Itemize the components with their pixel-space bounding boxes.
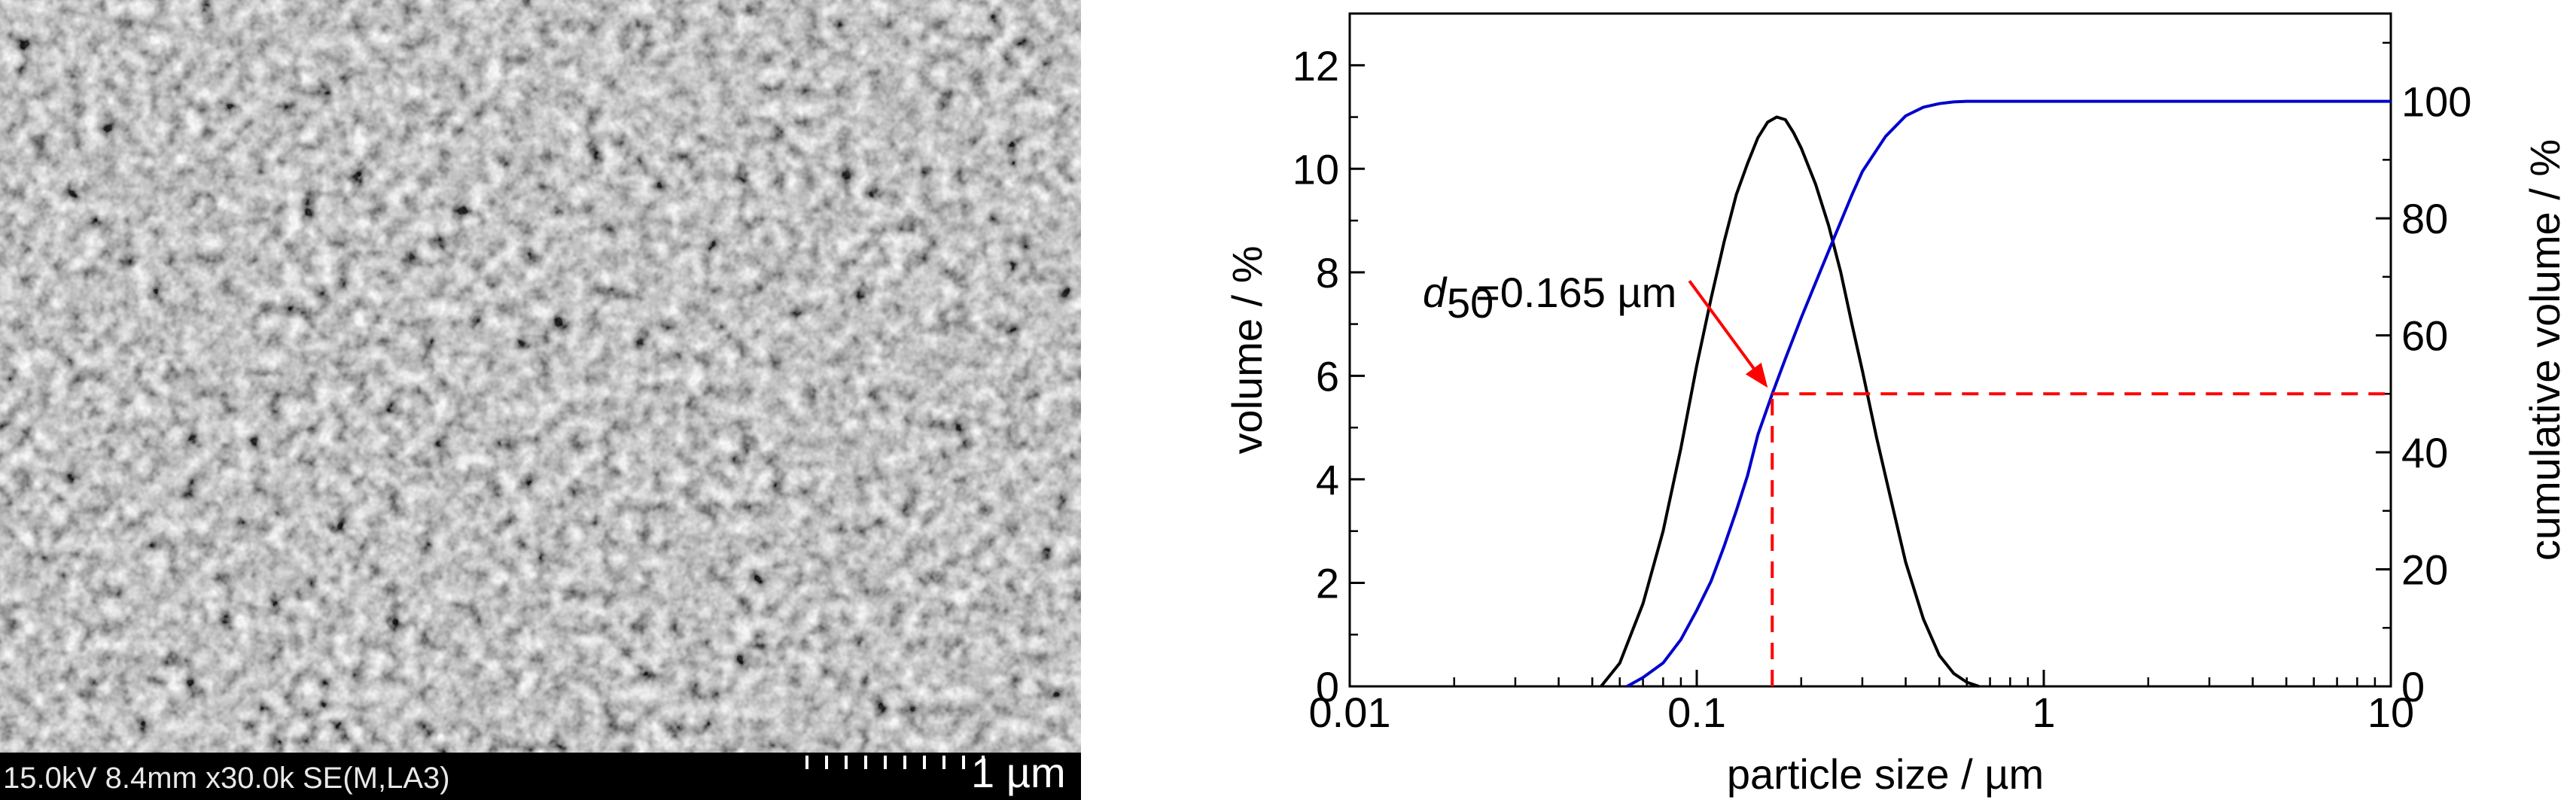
sem-acquisition-info: 15.0kV 8.4mm x30.0k SE(M,LA3) bbox=[3, 762, 450, 795]
y-right-tick-label: 100 bbox=[2401, 78, 2471, 126]
plot-border bbox=[1348, 12, 2392, 688]
volume-distribution-line bbox=[1600, 115, 1980, 688]
y-left-axis-title: volume / % bbox=[1223, 246, 1271, 455]
y-right-tick-label: 60 bbox=[2401, 312, 2448, 360]
y-right-tick-label: 80 bbox=[2401, 195, 2448, 242]
sem-scale-bar bbox=[805, 756, 985, 769]
chart-labels: 0.01 0.1 1 10024681012020406080100particle … bbox=[1223, 42, 2568, 798]
y-right-tick-label: 0 bbox=[2401, 663, 2425, 710]
x-axis-title: particle size / µm bbox=[1727, 750, 2044, 798]
y-left-tick-label: 2 bbox=[1316, 559, 1339, 607]
x-tick-label: 10 bbox=[2367, 689, 2414, 736]
y-left-tick-label: 4 bbox=[1316, 456, 1339, 503]
cumulative-volume-line bbox=[1626, 99, 2391, 688]
sem-info-bar bbox=[0, 753, 1081, 800]
y-left-tick-label: 12 bbox=[1293, 42, 1339, 90]
d50-label-d: d bbox=[1423, 269, 1448, 316]
sem-scale-label: 1 µm bbox=[971, 749, 1066, 796]
y-left-tick-label: 8 bbox=[1316, 249, 1339, 297]
d50-label-subscript: 50 bbox=[1447, 279, 1494, 327]
sem-micrograph-image bbox=[0, 0, 1081, 753]
y-right-tick-label: 20 bbox=[2401, 546, 2448, 594]
particle-size-chart: 0.01 0.1 1 10 0 2 4 6 8 10 12 0 20 40 60 80 100 particle … bbox=[1174, 0, 2576, 800]
x-tick-label: 1 bbox=[2032, 689, 2055, 736]
x-tick-label: 0.01 bbox=[1309, 689, 1391, 736]
y-right-axis-title: cumulative volume / % bbox=[2521, 139, 2568, 561]
sem-micrograph-panel: 15.0kV 8.4mm x30.0k SE(M,LA3) 1 µm bbox=[0, 0, 1081, 800]
d50-arrow-shaft bbox=[1688, 280, 1766, 385]
chart-svg: 0.01 0.1 1 10024681012020406080100particle … bbox=[1223, 12, 2568, 798]
y-right-tick-label: 40 bbox=[2401, 429, 2448, 476]
y-left-tick-label: 0 bbox=[1316, 663, 1339, 710]
x-tick-label: 0.1 bbox=[1667, 689, 1726, 736]
chart-marks bbox=[1600, 99, 2391, 688]
d50-arrow-head bbox=[1745, 362, 1768, 388]
y-left-tick-label: 10 bbox=[1293, 145, 1339, 193]
d50-label-value: =0.165 µm bbox=[1475, 269, 1676, 316]
y-left-tick-label: 6 bbox=[1316, 352, 1339, 400]
plot-frame bbox=[1348, 12, 2392, 688]
